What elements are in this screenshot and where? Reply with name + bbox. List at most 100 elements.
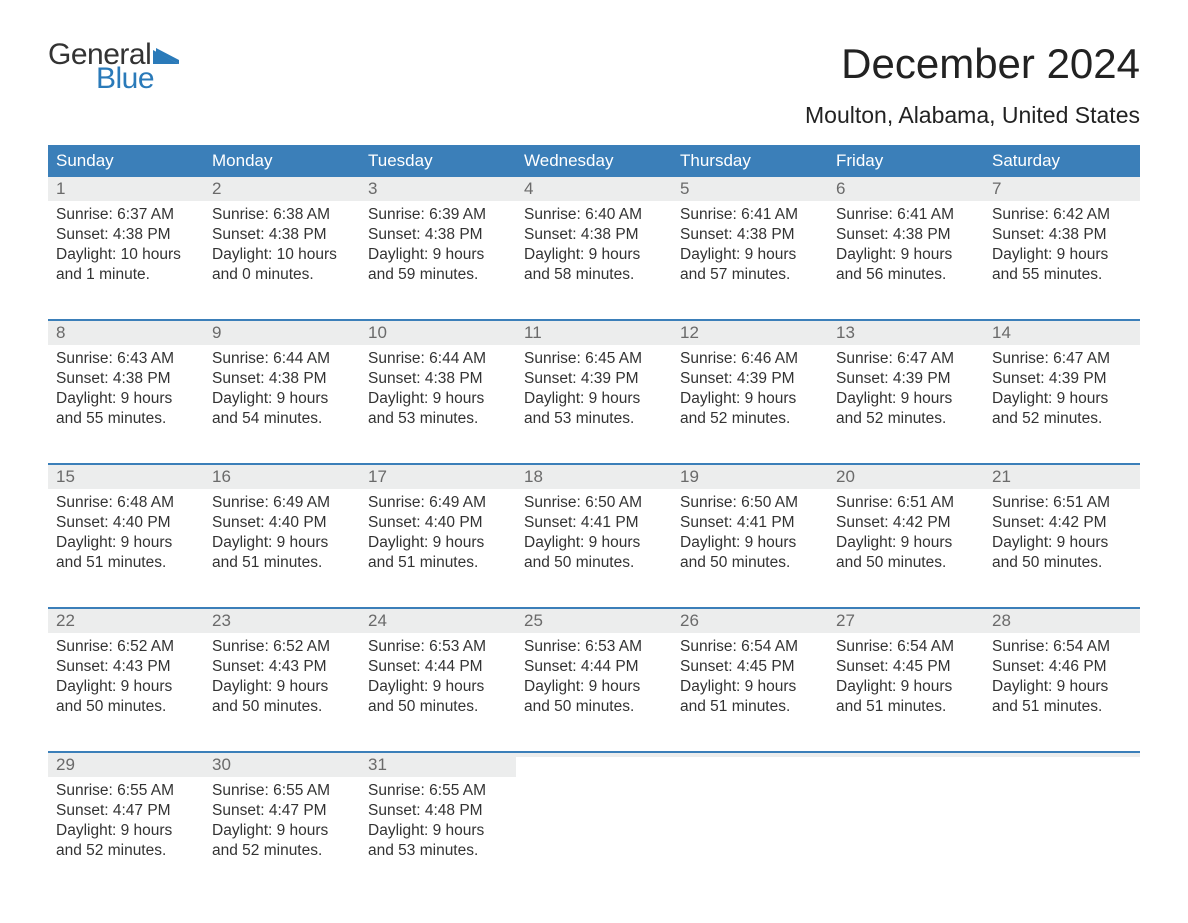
logo: General Blue (48, 40, 179, 94)
sunrise-line: Sunrise: 6:55 AM (56, 781, 196, 801)
logo-word2: Blue (96, 64, 179, 94)
day-cell: 21Sunrise: 6:51 AMSunset: 4:42 PMDayligh… (984, 465, 1140, 595)
sunrise-line: Sunrise: 6:42 AM (992, 205, 1132, 225)
calendar-week: 15Sunrise: 6:48 AMSunset: 4:40 PMDayligh… (48, 463, 1140, 595)
sunrise-line: Sunrise: 6:49 AM (212, 493, 352, 513)
sunrise-line: Sunrise: 6:52 AM (56, 637, 196, 657)
daylight-line: Daylight: 10 hoursand 1 minute. (56, 245, 196, 285)
sunset-line: Sunset: 4:45 PM (680, 657, 820, 677)
day-number: 8 (48, 321, 204, 345)
day-cell: 24Sunrise: 6:53 AMSunset: 4:44 PMDayligh… (360, 609, 516, 739)
sunset-line: Sunset: 4:45 PM (836, 657, 976, 677)
day-cell: 11Sunrise: 6:45 AMSunset: 4:39 PMDayligh… (516, 321, 672, 451)
day-cell: 2Sunrise: 6:38 AMSunset: 4:38 PMDaylight… (204, 177, 360, 307)
sunset-line: Sunset: 4:41 PM (680, 513, 820, 533)
sunrise-line: Sunrise: 6:46 AM (680, 349, 820, 369)
sunset-line: Sunset: 4:38 PM (836, 225, 976, 245)
sunset-line: Sunset: 4:42 PM (992, 513, 1132, 533)
day-data: Sunrise: 6:47 AMSunset: 4:39 PMDaylight:… (984, 345, 1140, 430)
daylight-line: Daylight: 9 hoursand 53 minutes. (524, 389, 664, 429)
day-number: 26 (672, 609, 828, 633)
sunset-line: Sunset: 4:42 PM (836, 513, 976, 533)
day-number: 23 (204, 609, 360, 633)
day-cell: 1Sunrise: 6:37 AMSunset: 4:38 PMDaylight… (48, 177, 204, 307)
day-number: 31 (360, 753, 516, 777)
day-data: Sunrise: 6:50 AMSunset: 4:41 PMDaylight:… (516, 489, 672, 574)
day-number: 4 (516, 177, 672, 201)
day-cell: 10Sunrise: 6:44 AMSunset: 4:38 PMDayligh… (360, 321, 516, 451)
weekday-header: Thursday (672, 145, 828, 177)
day-cell: 23Sunrise: 6:52 AMSunset: 4:43 PMDayligh… (204, 609, 360, 739)
day-number: 12 (672, 321, 828, 345)
day-data: Sunrise: 6:38 AMSunset: 4:38 PMDaylight:… (204, 201, 360, 286)
day-number: 16 (204, 465, 360, 489)
sunrise-line: Sunrise: 6:48 AM (56, 493, 196, 513)
sunrise-line: Sunrise: 6:53 AM (368, 637, 508, 657)
day-cell: 7Sunrise: 6:42 AMSunset: 4:38 PMDaylight… (984, 177, 1140, 307)
day-data: Sunrise: 6:41 AMSunset: 4:38 PMDaylight:… (672, 201, 828, 286)
sunset-line: Sunset: 4:38 PM (56, 369, 196, 389)
sunset-line: Sunset: 4:47 PM (212, 801, 352, 821)
daylight-line: Daylight: 9 hoursand 50 minutes. (836, 533, 976, 573)
day-cell: 14Sunrise: 6:47 AMSunset: 4:39 PMDayligh… (984, 321, 1140, 451)
day-cell: 29Sunrise: 6:55 AMSunset: 4:47 PMDayligh… (48, 753, 204, 883)
day-number: 7 (984, 177, 1140, 201)
sunrise-line: Sunrise: 6:44 AM (368, 349, 508, 369)
sunset-line: Sunset: 4:44 PM (368, 657, 508, 677)
daylight-line: Daylight: 9 hoursand 50 minutes. (368, 677, 508, 717)
day-number: 6 (828, 177, 984, 201)
sunrise-line: Sunrise: 6:54 AM (680, 637, 820, 657)
daylight-line: Daylight: 9 hoursand 51 minutes. (212, 533, 352, 573)
sunrise-line: Sunrise: 6:53 AM (524, 637, 664, 657)
calendar-week: 29Sunrise: 6:55 AMSunset: 4:47 PMDayligh… (48, 751, 1140, 883)
day-data: Sunrise: 6:51 AMSunset: 4:42 PMDaylight:… (984, 489, 1140, 574)
day-number: 1 (48, 177, 204, 201)
day-cell: 27Sunrise: 6:54 AMSunset: 4:45 PMDayligh… (828, 609, 984, 739)
daylight-line: Daylight: 9 hoursand 51 minutes. (836, 677, 976, 717)
day-cell: 20Sunrise: 6:51 AMSunset: 4:42 PMDayligh… (828, 465, 984, 595)
sunset-line: Sunset: 4:38 PM (524, 225, 664, 245)
day-cell: 26 Sunrise: 6:54 AMSunset: 4:45 PMDayligh… (672, 609, 828, 739)
day-number: 11 (516, 321, 672, 345)
daylight-line: Daylight: 9 hoursand 51 minutes. (680, 677, 820, 717)
day-data: Sunrise: 6:40 AMSunset: 4:38 PMDaylight:… (516, 201, 672, 286)
sunrise-line: Sunrise: 6:55 AM (212, 781, 352, 801)
day-cell (828, 753, 984, 883)
daylight-line: Daylight: 9 hoursand 56 minutes. (836, 245, 976, 285)
sunset-line: Sunset: 4:41 PM (524, 513, 664, 533)
day-data: Sunrise: 6:55 AMSunset: 4:47 PMDaylight:… (48, 777, 204, 862)
day-cell (672, 753, 828, 883)
day-cell: 12Sunrise: 6:46 AMSunset: 4:39 PMDayligh… (672, 321, 828, 451)
day-cell: 15Sunrise: 6:48 AMSunset: 4:40 PMDayligh… (48, 465, 204, 595)
day-cell: 6Sunrise: 6:41 AMSunset: 4:38 PMDaylight… (828, 177, 984, 307)
calendar-week: 1Sunrise: 6:37 AMSunset: 4:38 PMDaylight… (48, 177, 1140, 307)
daylight-line: Daylight: 9 hoursand 51 minutes. (56, 533, 196, 573)
day-data: Sunrise: 6:46 AMSunset: 4:39 PMDaylight:… (672, 345, 828, 430)
sunset-line: Sunset: 4:38 PM (680, 225, 820, 245)
page-title: December 2024 (841, 40, 1140, 88)
sunset-line: Sunset: 4:43 PM (212, 657, 352, 677)
daylight-line: Daylight: 9 hoursand 52 minutes. (992, 389, 1132, 429)
day-cell (516, 753, 672, 883)
day-data: Sunrise: 6:51 AMSunset: 4:42 PMDaylight:… (828, 489, 984, 574)
daylight-line: Daylight: 9 hoursand 50 minutes. (524, 677, 664, 717)
daylight-line: Daylight: 9 hoursand 57 minutes. (680, 245, 820, 285)
day-data: Sunrise: 6:47 AMSunset: 4:39 PMDaylight:… (828, 345, 984, 430)
day-number: 19 (672, 465, 828, 489)
day-data: Sunrise: 6:43 AMSunset: 4:38 PMDaylight:… (48, 345, 204, 430)
daylight-line: Daylight: 9 hoursand 50 minutes. (212, 677, 352, 717)
flag-icon (153, 46, 179, 64)
day-cell: 17Sunrise: 6:49 AMSunset: 4:40 PMDayligh… (360, 465, 516, 595)
day-cell: 9Sunrise: 6:44 AMSunset: 4:38 PMDaylight… (204, 321, 360, 451)
sunset-line: Sunset: 4:39 PM (524, 369, 664, 389)
day-data: Sunrise: 6:52 AMSunset: 4:43 PMDaylight:… (204, 633, 360, 718)
sunset-line: Sunset: 4:39 PM (680, 369, 820, 389)
day-cell: 25Sunrise: 6:53 AMSunset: 4:44 PMDayligh… (516, 609, 672, 739)
sunset-line: Sunset: 4:48 PM (368, 801, 508, 821)
day-number: 14 (984, 321, 1140, 345)
sunrise-line: Sunrise: 6:40 AM (524, 205, 664, 225)
location-subtitle: Moulton, Alabama, United States (48, 102, 1140, 129)
daylight-line: Daylight: 9 hoursand 51 minutes. (992, 677, 1132, 717)
calendar-week: 8Sunrise: 6:43 AMSunset: 4:38 PMDaylight… (48, 319, 1140, 451)
calendar-week: 22Sunrise: 6:52 AMSunset: 4:43 PMDayligh… (48, 607, 1140, 739)
